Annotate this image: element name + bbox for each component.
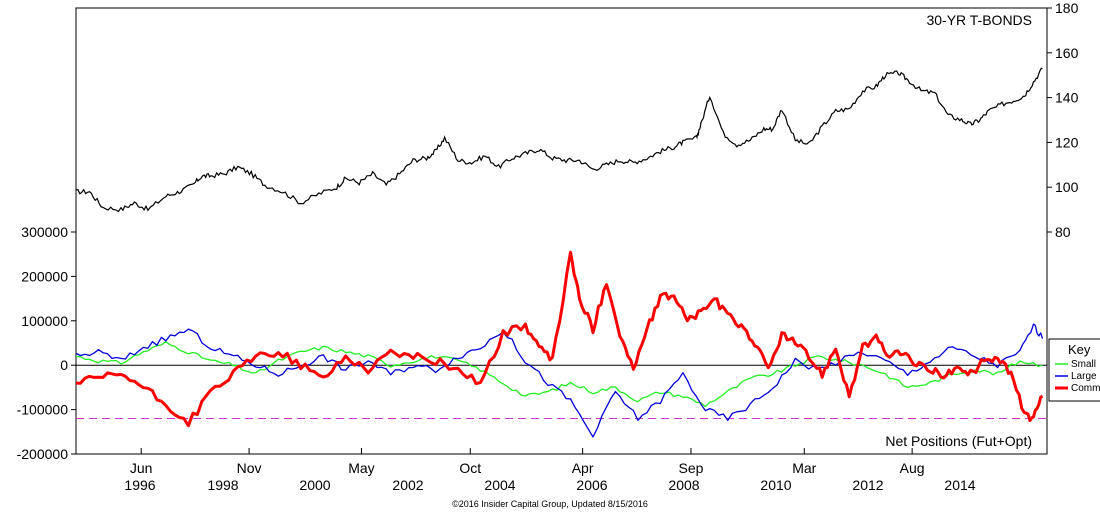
x-year-label: 2012: [852, 477, 883, 493]
series-line-large: [75, 323, 1044, 438]
price-tick-label: 100: [1055, 179, 1079, 195]
positions-series: [75, 250, 1044, 438]
price-tick-label: 120: [1055, 134, 1079, 150]
positions-tick-label: 200000: [21, 268, 68, 284]
x-axis: Jun Nov May Oct Apr Sep Mar Aug 1996 1998 2000 2002…: [124, 448, 976, 493]
credit-line: ©2016 Insider Capital Group, Updated 8/1…: [452, 499, 648, 509]
x-year-label: 1996: [124, 477, 155, 493]
x-month-label: May: [348, 460, 374, 476]
legend-title: Key: [1068, 342, 1091, 357]
x-month-label: Jun: [130, 460, 153, 476]
x-year-label: 2004: [484, 477, 515, 493]
price-tick-label: 80: [1055, 224, 1071, 240]
positions-tick-label: 100000: [21, 313, 68, 329]
x-month-label: Sep: [679, 460, 704, 476]
x-month-label: Nov: [237, 460, 262, 476]
x-year-label: 2008: [668, 477, 699, 493]
price-tick-label: 180: [1055, 0, 1079, 16]
legend-label-large: Large: [1071, 371, 1097, 382]
series-line-small: [75, 341, 1043, 408]
x-year-label: 2014: [944, 477, 975, 493]
price-tick-label: 160: [1055, 45, 1079, 61]
positions-tick-label: 300000: [21, 224, 68, 240]
x-month-label: Aug: [900, 460, 925, 476]
price-title: 30-YR T-BONDS: [926, 12, 1032, 28]
x-year-label: 2010: [760, 477, 791, 493]
positions-axis: -200000 -100000 0 100000 200000 300000: [17, 224, 76, 462]
positions-tick-label: -200000: [17, 446, 69, 462]
x-year-label: 2006: [576, 477, 607, 493]
x-year-label: 2002: [392, 477, 423, 493]
price-tick-label: 140: [1055, 90, 1079, 106]
price-axis: 80 100 120 140 160 180: [1047, 0, 1079, 240]
positions-title: Net Positions (Fut+Opt): [885, 433, 1032, 449]
x-year-label: 2000: [299, 477, 330, 493]
legend-label-comm: Comm: [1071, 383, 1100, 394]
x-month-label: Apr: [572, 460, 594, 476]
positions-tick-label: 0: [60, 357, 68, 373]
positions-panel: -200000 -100000 0 100000 200000 300000 Net Po…: [17, 224, 1047, 462]
legend-label-small: Small: [1071, 359, 1096, 370]
legend-box: [1048, 338, 1100, 402]
x-month-label: Oct: [459, 460, 481, 476]
plot-frame: [75, 7, 1048, 455]
x-year-label: 1998: [207, 477, 238, 493]
x-month-label: Mar: [792, 460, 816, 476]
positions-tick-label: -100000: [17, 402, 69, 418]
price-line: [75, 67, 1043, 213]
price-panel: 80 100 120 140 160 180 30-YR T-BONDS: [75, 0, 1079, 240]
series-line-comm: [75, 250, 1044, 428]
